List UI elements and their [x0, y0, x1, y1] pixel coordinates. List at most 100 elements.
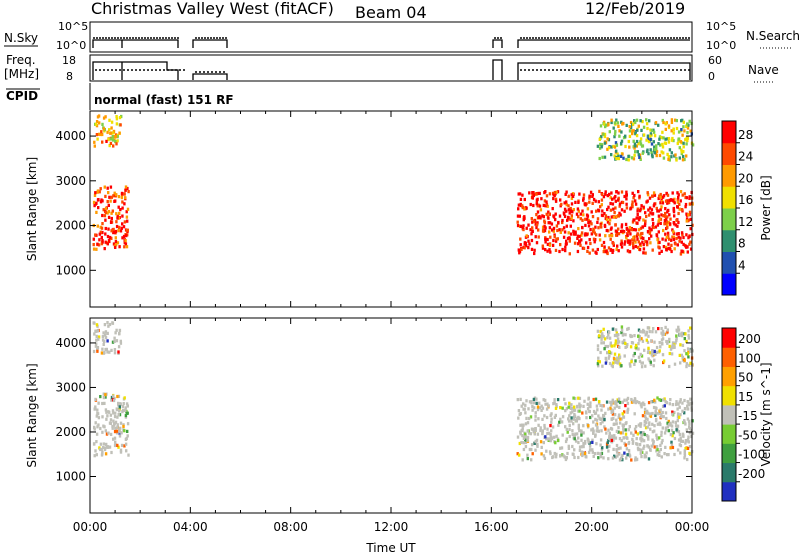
data-cell [637, 124, 640, 128]
data-cell [592, 397, 595, 402]
data-cell [572, 232, 576, 236]
data-cell [125, 402, 129, 406]
data-cell [117, 445, 120, 449]
data-cell [109, 418, 113, 422]
data-cell [613, 435, 616, 440]
data-cell [633, 228, 636, 232]
data-cell [607, 449, 610, 453]
data-cell [103, 401, 106, 405]
data-cell [108, 118, 111, 122]
data-cell [524, 438, 527, 442]
data-cell [106, 414, 109, 418]
data-cell [555, 237, 558, 241]
data-cell [607, 428, 610, 432]
data-cell [639, 232, 643, 236]
data-cell [659, 443, 662, 447]
data-cell [677, 430, 681, 434]
data-cell [122, 225, 126, 229]
data-cell [614, 342, 617, 346]
data-cell [657, 142, 660, 146]
data-cell [650, 444, 653, 448]
data-cell [114, 420, 118, 424]
data-cell [533, 441, 536, 445]
data-cell [561, 453, 564, 457]
data-cell [572, 229, 575, 233]
data-cell [587, 450, 591, 454]
data-cell [642, 133, 646, 137]
data-cell [597, 226, 600, 230]
data-cell [530, 458, 533, 462]
data-cell [601, 416, 604, 420]
data-cell [571, 210, 574, 214]
data-cell [648, 231, 652, 236]
colorbar-swatch [722, 443, 736, 464]
data-cell [580, 233, 583, 237]
data-cell [640, 354, 644, 358]
data-cell [615, 157, 618, 161]
data-cell [661, 201, 665, 205]
data-cell [628, 125, 631, 129]
data-cell [621, 200, 625, 205]
data-cell [526, 421, 530, 425]
data-cell [619, 457, 623, 461]
data-cell [544, 398, 547, 402]
data-cell [689, 129, 692, 133]
data-cell [123, 396, 126, 400]
data-cell [668, 344, 671, 348]
data-cell [554, 199, 558, 203]
data-cell [647, 357, 650, 361]
data-cell [658, 398, 661, 402]
colorbar-tick-label: 4 [738, 258, 746, 272]
data-cell [585, 411, 588, 415]
data-cell [658, 240, 661, 244]
data-cell [582, 404, 585, 408]
data-cell [617, 157, 620, 161]
data-cell [621, 152, 624, 156]
data-cell [631, 191, 634, 195]
data-cell [666, 231, 670, 235]
colorbar-tick-label: -50 [738, 428, 758, 442]
data-cell [94, 122, 98, 126]
data-cell [104, 194, 107, 198]
data-cell [641, 151, 644, 155]
data-cell [566, 236, 570, 240]
data-cell [638, 155, 641, 159]
data-cell [685, 362, 688, 366]
data-cell [686, 438, 690, 442]
data-cell [595, 209, 598, 213]
data-cell [112, 394, 115, 398]
data-cell [568, 414, 571, 418]
data-cell [119, 450, 123, 454]
data-cell [565, 427, 568, 431]
data-cell [518, 214, 521, 218]
data-cell [625, 421, 628, 425]
data-cell [579, 212, 582, 216]
data-cell [606, 207, 609, 212]
data-cell [686, 404, 689, 408]
data-cell [574, 439, 578, 443]
colorbar-swatch [722, 481, 736, 502]
data-cell [541, 246, 545, 250]
data-cell [105, 410, 108, 414]
data-cell [617, 333, 620, 337]
data-cell [559, 454, 562, 458]
data-cell [99, 200, 103, 204]
data-cell [656, 396, 659, 400]
data-cell [106, 200, 109, 204]
data-cell [630, 458, 633, 462]
data-cell [632, 433, 635, 437]
data-cell [680, 249, 683, 253]
data-cell [110, 398, 113, 402]
data-cell [658, 153, 662, 158]
data-cell [115, 339, 119, 343]
data-cell [612, 144, 615, 148]
data-cell [524, 422, 528, 426]
data-cell [594, 417, 597, 421]
data-cell [613, 211, 616, 215]
data-cell [611, 400, 614, 404]
data-cell [116, 443, 119, 447]
data-cell [632, 196, 635, 200]
data-cell [643, 444, 646, 448]
data-cell [624, 134, 627, 138]
data-cell [672, 235, 675, 239]
